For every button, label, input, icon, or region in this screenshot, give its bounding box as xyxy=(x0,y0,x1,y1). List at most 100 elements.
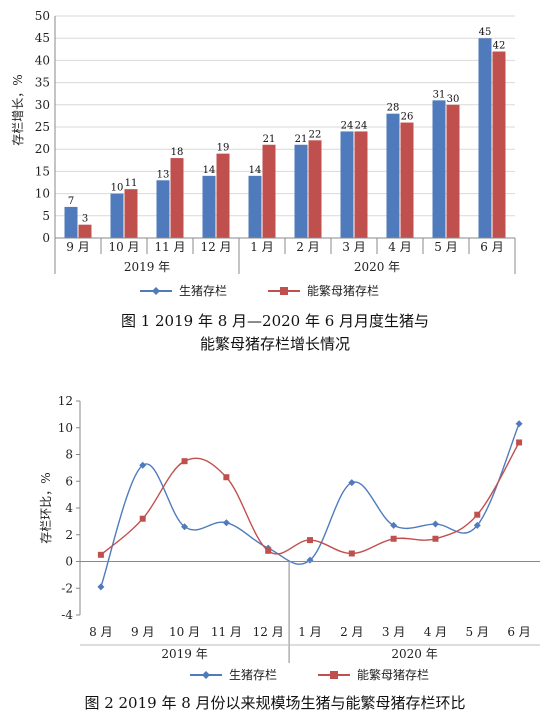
data-label: 24 xyxy=(355,120,368,131)
point-sow xyxy=(139,515,146,522)
point-hog xyxy=(181,523,189,531)
point-hog xyxy=(431,520,439,528)
legend-label-hog: 生猪存栏 xyxy=(229,667,277,682)
y-tick-label: 40 xyxy=(35,53,50,67)
point-hog xyxy=(515,420,523,428)
x-tick-label: 12 月 xyxy=(253,625,284,639)
data-label: 18 xyxy=(171,147,184,158)
bar-sow xyxy=(78,224,92,238)
bar-sow xyxy=(446,104,460,238)
point-sow xyxy=(181,458,188,465)
point-hog xyxy=(390,521,398,529)
x-tick-label: 1 月 xyxy=(298,625,321,639)
y-tick-label: 30 xyxy=(35,98,50,112)
data-label: 14 xyxy=(203,165,216,176)
bar-hog xyxy=(478,38,492,239)
group-label: 2019 年 xyxy=(124,260,170,274)
point-sow xyxy=(516,439,523,446)
legend-label-sow: 能繁母猪存栏 xyxy=(357,667,429,682)
y-tick-label: 10 xyxy=(58,421,73,435)
bar-hog xyxy=(110,193,124,238)
x-tick-label: 9 月 xyxy=(131,625,154,639)
bar-sow xyxy=(400,122,414,238)
x-tick-label: 8 月 xyxy=(89,625,112,639)
bar-chart-bars xyxy=(64,38,506,239)
legend-marker-hog xyxy=(152,287,160,295)
point-sow xyxy=(432,535,439,542)
y-tick-label: 2 xyxy=(65,528,73,542)
data-label: 24 xyxy=(341,120,354,131)
x-tick-label: 1 月 xyxy=(250,240,273,254)
data-label: 21 xyxy=(295,134,308,145)
y-tick-label: 0 xyxy=(65,555,73,569)
point-sow xyxy=(474,511,481,518)
bar-chart-y-ticks: 0 5 10 15 20 25 30 35 40 45 50 xyxy=(35,9,56,245)
x-tick-label: 11 月 xyxy=(154,240,185,254)
bar-chart-x-axis: 9 月 10 月 11 月 12 月 1 月 2 月 3 月 4 月 5 月 6 月 2019 年 2… xyxy=(54,237,516,274)
bar-sow xyxy=(354,131,368,238)
bar-hog xyxy=(64,206,78,238)
y-tick-label: 0 xyxy=(42,231,50,245)
data-label: 42 xyxy=(493,41,506,52)
bar-chart-legend: 生猪存栏 能繁母猪存栏 xyxy=(140,283,379,298)
data-label: 7 xyxy=(68,196,74,207)
point-hog xyxy=(222,519,230,527)
bar-hog xyxy=(294,144,308,238)
x-tick-label: 3 月 xyxy=(382,625,405,639)
data-label: 26 xyxy=(401,112,414,123)
bar-hog xyxy=(432,100,446,238)
legend-marker-sow xyxy=(330,671,338,679)
legend-label-sow: 能繁母猪存栏 xyxy=(307,283,379,298)
bar-sow xyxy=(216,153,230,238)
y-tick-label: 25 xyxy=(35,120,50,134)
x-tick-label: 6 月 xyxy=(480,240,503,254)
point-hog xyxy=(473,521,481,529)
y-tick-label: 4 xyxy=(65,501,73,515)
x-tick-label: 9 月 xyxy=(66,240,89,254)
data-label: 10 xyxy=(111,183,124,194)
point-hog xyxy=(139,461,147,469)
y-tick-label: 50 xyxy=(35,9,50,23)
bar-sow xyxy=(308,140,322,238)
legend-marker-sow xyxy=(280,287,288,295)
bar-sow xyxy=(262,144,276,238)
y-tick-label: 20 xyxy=(35,142,50,156)
x-tick-label: 4 月 xyxy=(388,240,411,254)
x-tick-label: 3 月 xyxy=(342,240,365,254)
group-label: 2019 年 xyxy=(161,647,207,661)
data-label: 13 xyxy=(157,169,170,180)
y-tick-label: -2 xyxy=(61,581,73,595)
data-label: 31 xyxy=(433,89,446,100)
x-tick-label: 5 月 xyxy=(466,625,489,639)
bar-chart-y-axis-title: 存栏增长，% xyxy=(10,74,25,145)
y-tick-label: 5 xyxy=(42,209,50,223)
data-label: 11 xyxy=(125,178,138,189)
point-sow xyxy=(265,547,272,554)
group-label: 2020 年 xyxy=(354,260,400,274)
point-sow xyxy=(390,535,397,542)
data-label: 22 xyxy=(309,129,322,140)
line-chart-y-axis-title: 存栏环比，% xyxy=(38,472,53,543)
x-tick-label: 5 月 xyxy=(434,240,457,254)
x-tick-label: 4 月 xyxy=(424,625,447,639)
line-chart-x-axis: 2019 年 2020 年 8 月 9 月 10 月 11 月 12 月 1 月 2 月 3 月 4… xyxy=(80,561,540,663)
y-tick-label: 6 xyxy=(65,474,73,488)
legend-marker-hog xyxy=(202,671,210,679)
bar-hog xyxy=(340,131,354,238)
bar-sow xyxy=(492,51,506,238)
x-tick-label: 11 月 xyxy=(211,625,242,639)
y-tick-label: 35 xyxy=(35,76,50,90)
figure-1-caption-line-1: 图 1 2019 年 8 月—2020 年 6 月月度生猪与 xyxy=(121,312,429,330)
x-tick-label: 10 月 xyxy=(169,625,200,639)
bar-sow xyxy=(170,158,184,238)
data-label: 30 xyxy=(447,94,460,105)
bar-hog xyxy=(248,175,262,238)
figure-2-caption: 图 2 2019 年 8 月份以来规模场生猪与能繁母猪存栏环比 xyxy=(84,694,465,712)
bar-hog xyxy=(156,180,170,238)
legend-label-hog: 生猪存栏 xyxy=(179,283,227,298)
data-label: 28 xyxy=(387,103,400,114)
y-tick-label: -4 xyxy=(61,608,73,622)
data-label: 19 xyxy=(217,143,230,154)
